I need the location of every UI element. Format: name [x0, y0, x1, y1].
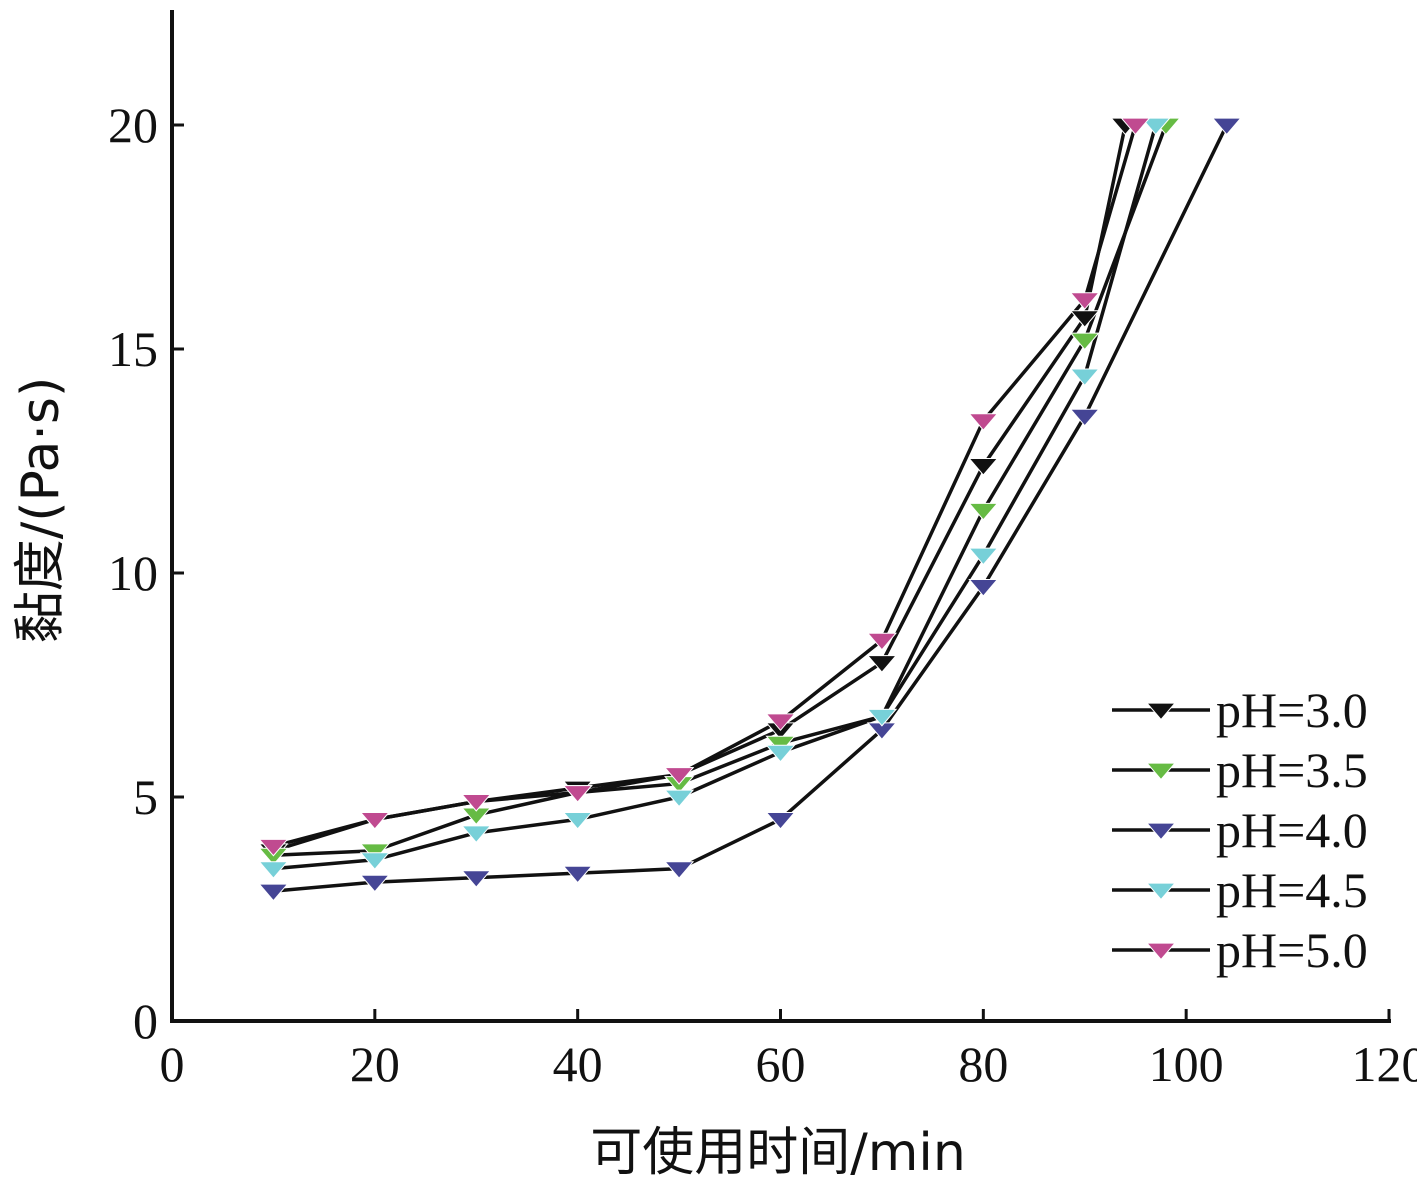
x-tick-label: 20 [350, 1036, 400, 1092]
y-tick-label: 15 [108, 321, 158, 377]
y-axis-title: 黏度/(Pa·s) [11, 377, 71, 644]
data-point [461, 870, 492, 888]
legend-label: pH=3.0 [1216, 682, 1368, 738]
x-axis-title: 可使用时间/min [590, 1123, 966, 1181]
data-point [562, 785, 593, 803]
data-point [765, 713, 796, 732]
data-point [1069, 310, 1100, 328]
data-point [1211, 117, 1242, 136]
x-tick-label: 120 [1352, 1036, 1417, 1092]
legend-marker [1145, 702, 1177, 721]
legend-marker [1145, 882, 1177, 901]
series-lines [272, 124, 1229, 893]
x-tick-label: 60 [756, 1036, 806, 1092]
data-point [359, 852, 390, 870]
legend-label: pH=4.5 [1216, 862, 1368, 918]
legend-item: pH=3.5 [1112, 742, 1368, 798]
data-point [359, 843, 390, 861]
legend-item: pH=4.0 [1112, 802, 1368, 858]
data-point [1069, 368, 1100, 387]
series-line-pH=5.0 [272, 124, 1138, 848]
data-point [461, 825, 492, 844]
x-tick-label: 100 [1149, 1036, 1224, 1092]
data-point [1069, 408, 1100, 427]
data-point [765, 811, 796, 830]
legend-item: pH=3.0 [1112, 682, 1368, 738]
data-point [461, 794, 492, 812]
legend-item: pH=5.0 [1112, 922, 1368, 978]
data-point [359, 811, 390, 830]
data-point [258, 838, 289, 857]
data-point [663, 789, 695, 808]
y-ticks: 0 5 10 15 20 [108, 97, 184, 1049]
data-point [866, 632, 898, 651]
data-point [359, 874, 390, 893]
series-markers [258, 117, 1242, 902]
data-point [968, 413, 999, 431]
data-point [1069, 292, 1100, 310]
data-point [866, 708, 898, 727]
y-tick-label: 10 [108, 545, 158, 601]
legend-label: pH=3.5 [1216, 742, 1368, 798]
data-point [258, 883, 289, 902]
legend-marker [1145, 762, 1177, 781]
legend-item: pH=4.5 [1112, 862, 1368, 918]
data-point [1140, 117, 1171, 136]
data-point [968, 458, 999, 476]
legend-label: pH=4.0 [1216, 802, 1368, 858]
data-point [562, 811, 593, 830]
legend-label: pH=5.0 [1216, 922, 1368, 978]
data-point [968, 579, 999, 597]
series-line-pH=4.0 [273, 124, 1229, 893]
data-point [562, 865, 593, 884]
x-tick-label: 80 [958, 1036, 1008, 1092]
data-point [765, 735, 796, 754]
data-point [765, 744, 796, 763]
series-line-pH=3.5 [273, 124, 1168, 857]
y-tick-label: 0 [133, 993, 158, 1049]
series-line-pH=4.5 [273, 124, 1158, 871]
x-tick-label: 0 [160, 1036, 185, 1092]
data-point [1069, 332, 1100, 351]
data-point [968, 502, 999, 521]
x-ticks: 0 20 40 60 80 100 120 [160, 1009, 1417, 1092]
y-tick-label: 20 [108, 97, 158, 153]
x-tick-label: 40 [553, 1036, 603, 1092]
data-point [663, 861, 695, 879]
data-point [663, 767, 695, 785]
legend: pH=3.0pH=3.5pH=4.0pH=4.5pH=5.0 [1112, 682, 1368, 978]
data-point [968, 547, 999, 566]
data-point [258, 861, 289, 879]
legend-marker [1145, 942, 1177, 961]
data-point [1120, 117, 1151, 136]
legend-marker [1145, 822, 1177, 841]
data-point [866, 655, 898, 673]
y-tick-label: 5 [133, 769, 158, 825]
